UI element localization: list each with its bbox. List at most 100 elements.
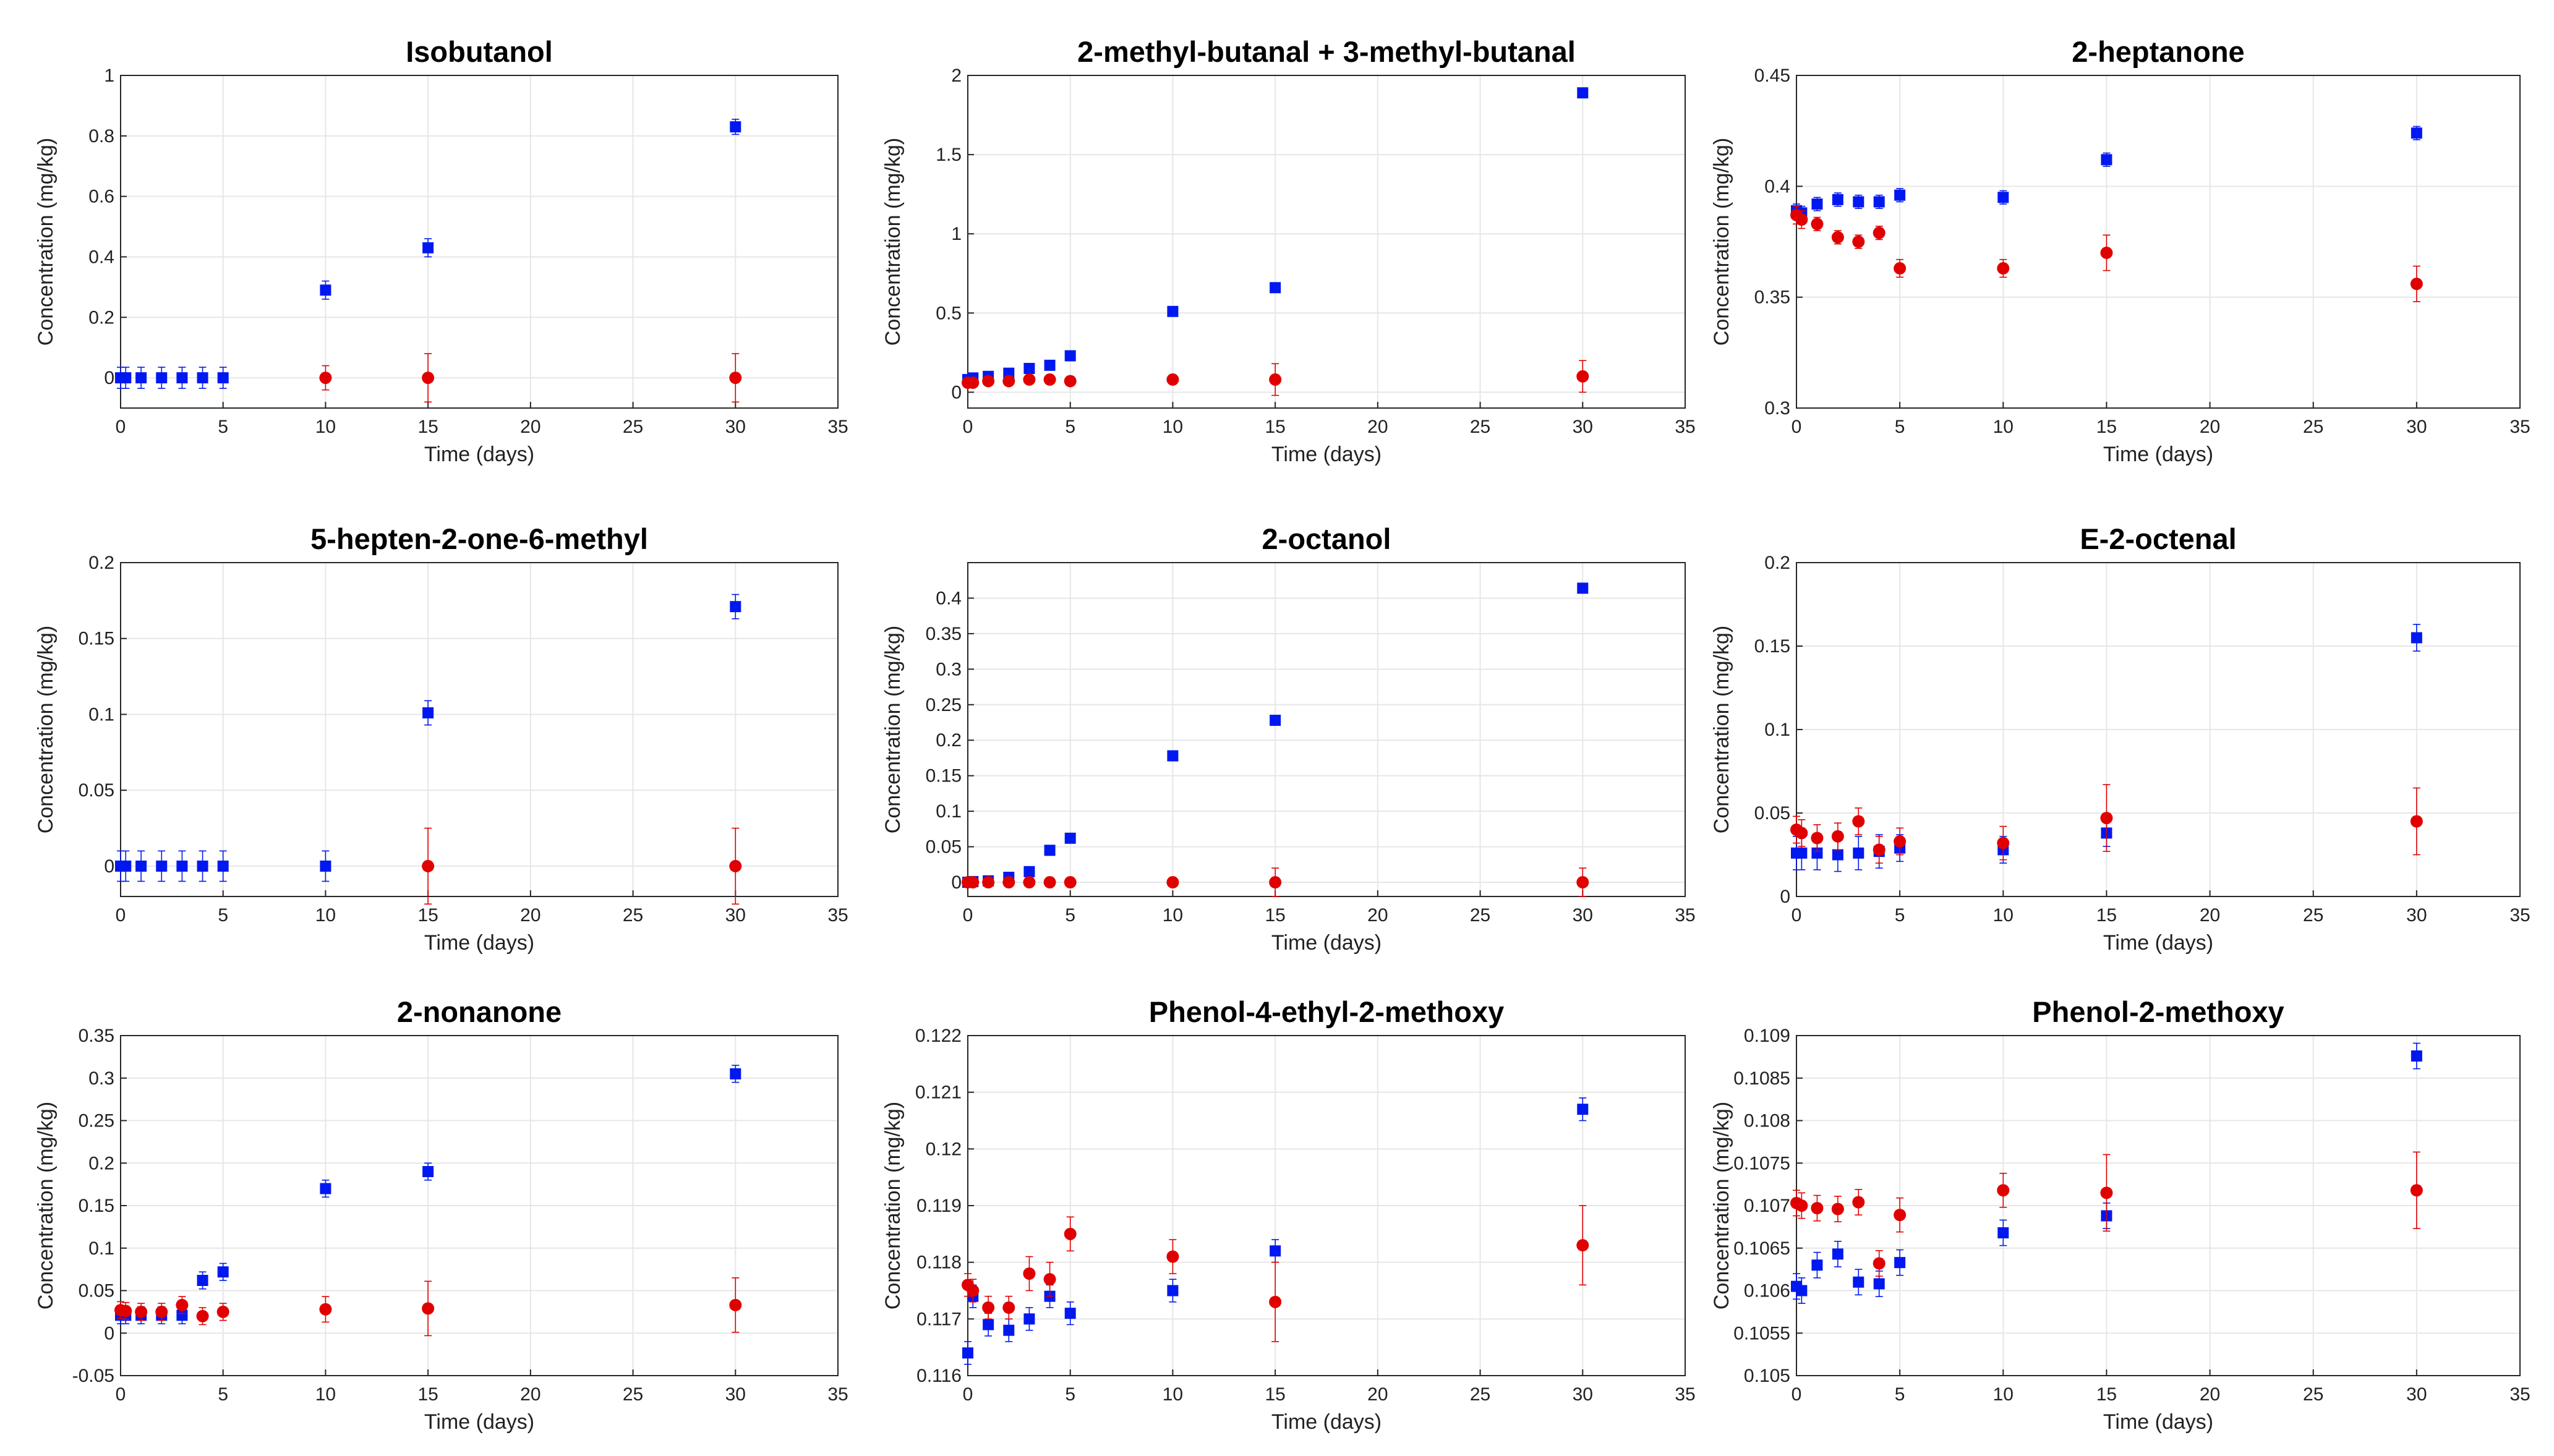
chart-7-x-tick-label-7: 35 — [827, 1384, 848, 1405]
chart-2-x-axis-label: Time (days) — [1271, 443, 1382, 466]
chart-6-x-tick-label-6: 30 — [2406, 905, 2427, 926]
chart-6-red-point-9 — [2410, 815, 2423, 828]
chart-2-y-tick-label-1: 0.5 — [936, 303, 962, 323]
chart-2-y-tick-label-3: 1.5 — [936, 145, 962, 165]
chart-5-y-tick-label-4: 0.2 — [936, 730, 962, 751]
chart-2-x-tick-label-4: 20 — [1367, 417, 1388, 437]
chart-2-red-point-1 — [967, 377, 980, 390]
chart-5-blue-point-5 — [1044, 845, 1056, 856]
chart-1-blue-point-9 — [730, 121, 741, 133]
chart-9-x-tick-label-3: 15 — [2096, 1384, 2117, 1405]
chart-5-x-tick-label-0: 0 — [963, 905, 973, 926]
chart-8-blue-point-3 — [1003, 1324, 1015, 1336]
chart-5-plot-area — [968, 563, 1685, 896]
chart-9-blue-point-3 — [1832, 1248, 1843, 1260]
chart-6-blue-point-4 — [1853, 847, 1864, 859]
chart-3-red-point-3 — [1831, 231, 1844, 244]
chart-8-red-point-2 — [982, 1301, 995, 1314]
chart-4-y-axis-label: Concentration (mg/kg) — [34, 626, 58, 833]
chart-3-x-axis-label: Time (days) — [2103, 443, 2213, 466]
chart-6-x-tick-label-4: 20 — [2200, 905, 2220, 926]
chart-9-y-tick-label-5: 0.1075 — [1733, 1153, 1790, 1173]
chart-4-blue-point-2 — [135, 860, 147, 872]
chart-8-red-point-4 — [1023, 1267, 1036, 1280]
chart-5-x-tick-label-5: 25 — [1470, 905, 1490, 926]
chart-5-panel: 0 5 10 15 20 25 30 35 0 0.05 0.1 0.15 0.2 0.25 0.3 0.35… — [881, 522, 1696, 955]
chart-4-x-tick-label-7: 35 — [827, 905, 848, 926]
chart-5-red-point-4 — [1023, 876, 1036, 889]
chart-3-x-tick-label-3: 15 — [2096, 417, 2117, 437]
chart-1-y-tick-label-4: 0.8 — [88, 126, 114, 147]
chart-4-blue-point-5 — [197, 860, 208, 872]
chart-1-axes-box — [120, 75, 839, 409]
chart-4-red-point-0 — [422, 859, 435, 872]
chart-8-panel: 0 5 10 15 20 25 30 35 0.116 0.117 0.118 0.119 0.12 0.… — [881, 995, 1696, 1434]
chart-3-x-tick-label-2: 10 — [1993, 417, 2014, 437]
chart-8-y-tick-label-4: 0.12 — [926, 1139, 962, 1159]
chart-6-x-tick-label-7: 35 — [2509, 905, 2530, 926]
chart-2-x-tick-label-2: 10 — [1163, 417, 1183, 437]
chart-9-red-point-6 — [1894, 1209, 1907, 1222]
chart-4-red-point-1 — [729, 859, 742, 872]
chart-2-red-point-3 — [1002, 375, 1015, 388]
chart-9-y-tick-label-6: 0.108 — [1744, 1111, 1790, 1131]
chart-6-red-point-1 — [1795, 827, 1808, 840]
chart-3-blue-point-9 — [2411, 127, 2422, 139]
chart-9-y-tick-label-8: 0.109 — [1744, 1026, 1790, 1046]
chart-6-y-tick-label-0: 0 — [1780, 887, 1790, 907]
chart-4-title: 5-hepten-2-one-6-methyl — [310, 522, 648, 555]
chart-7-blue-point-8 — [422, 1166, 434, 1177]
chart-7-blue-point-6 — [217, 1266, 229, 1278]
chart-4-x-axis-label: Time (days) — [424, 931, 534, 955]
chart-9-blue-point-4 — [1853, 1276, 1864, 1288]
chart-5-y-tick-label-2: 0.1 — [936, 801, 962, 822]
chart-6-y-tick-label-4: 0.2 — [1764, 553, 1790, 573]
chart-7-red-point-9 — [729, 1298, 742, 1311]
chart-8-x-tick-label-0: 0 — [963, 1384, 973, 1405]
chart-3-blue-point-6 — [1894, 189, 1906, 201]
chart-3-y-tick-label-3: 0.45 — [1754, 66, 1790, 86]
chart-6-y-axis-label: Concentration (mg/kg) — [1710, 626, 1733, 833]
chart-2-x-tick-label-6: 30 — [1573, 417, 1593, 437]
chart-2-plot-area — [968, 75, 1685, 408]
chart-5-x-tick-label-4: 20 — [1367, 905, 1388, 926]
chart-8-y-tick-label-5: 0.121 — [915, 1083, 962, 1103]
chart-5-title: 2-octanol — [1262, 522, 1391, 555]
chart-9-red-point-8 — [2100, 1186, 2113, 1199]
chart-3-x-tick-label-6: 30 — [2406, 417, 2427, 437]
chart-2-x-tick-label-3: 15 — [1265, 417, 1285, 437]
chart-2-blue-point-7 — [1167, 305, 1179, 317]
chart-1-x-tick-label-7: 35 — [827, 417, 848, 437]
chart-8-y-axis-label: Concentration (mg/kg) — [881, 1102, 905, 1309]
chart-7-red-point-2 — [135, 1305, 148, 1318]
chart-7-x-tick-label-6: 30 — [725, 1384, 746, 1405]
chart-5-y-axis-label: Concentration (mg/kg) — [881, 626, 905, 833]
chart-1-y-tick-label-3: 0.6 — [88, 187, 114, 207]
chart-8-blue-point-0 — [962, 1347, 973, 1359]
chart-2-red-point-8 — [1269, 373, 1282, 386]
chart-4-blue-point-3 — [156, 860, 168, 872]
chart-3-blue-point-3 — [1832, 194, 1843, 205]
chart-6-blue-point-1 — [1796, 847, 1808, 859]
chart-7-title: 2-nonanone — [397, 995, 562, 1028]
chart-9-blue-point-2 — [1811, 1259, 1823, 1271]
chart-8-red-point-5 — [1043, 1273, 1056, 1286]
chart-9-red-point-7 — [1997, 1184, 2010, 1197]
chart-5-red-point-8 — [1269, 876, 1282, 889]
chart-8-x-tick-label-7: 35 — [1675, 1384, 1695, 1405]
chart-2-y-tick-label-2: 1 — [951, 224, 962, 244]
chart-6-red-point-2 — [1811, 832, 1824, 845]
chart-8-y-tick-label-0: 0.116 — [916, 1366, 962, 1386]
chart-6-red-point-6 — [1894, 835, 1907, 848]
chart-3-red-point-9 — [2410, 278, 2423, 291]
chart-5-red-point-3 — [1002, 876, 1015, 889]
chart-4-x-tick-label-3: 15 — [417, 905, 438, 926]
chart-4-y-tick-label-3: 0.15 — [79, 629, 114, 649]
chart-2-blue-point-4 — [1023, 362, 1035, 374]
chart-3-panel: 0 5 10 15 20 25 30 35 0.3 0.35 0.4 0.45 2-heptanone T… — [1710, 35, 2531, 466]
chart-4-blue-point-9 — [730, 601, 741, 613]
chart-3-blue-point-5 — [1873, 196, 1885, 208]
chart-4-x-tick-label-2: 10 — [315, 905, 336, 926]
chart-4-blue-point-4 — [176, 860, 188, 872]
chart-8-red-point-6 — [1064, 1227, 1077, 1240]
